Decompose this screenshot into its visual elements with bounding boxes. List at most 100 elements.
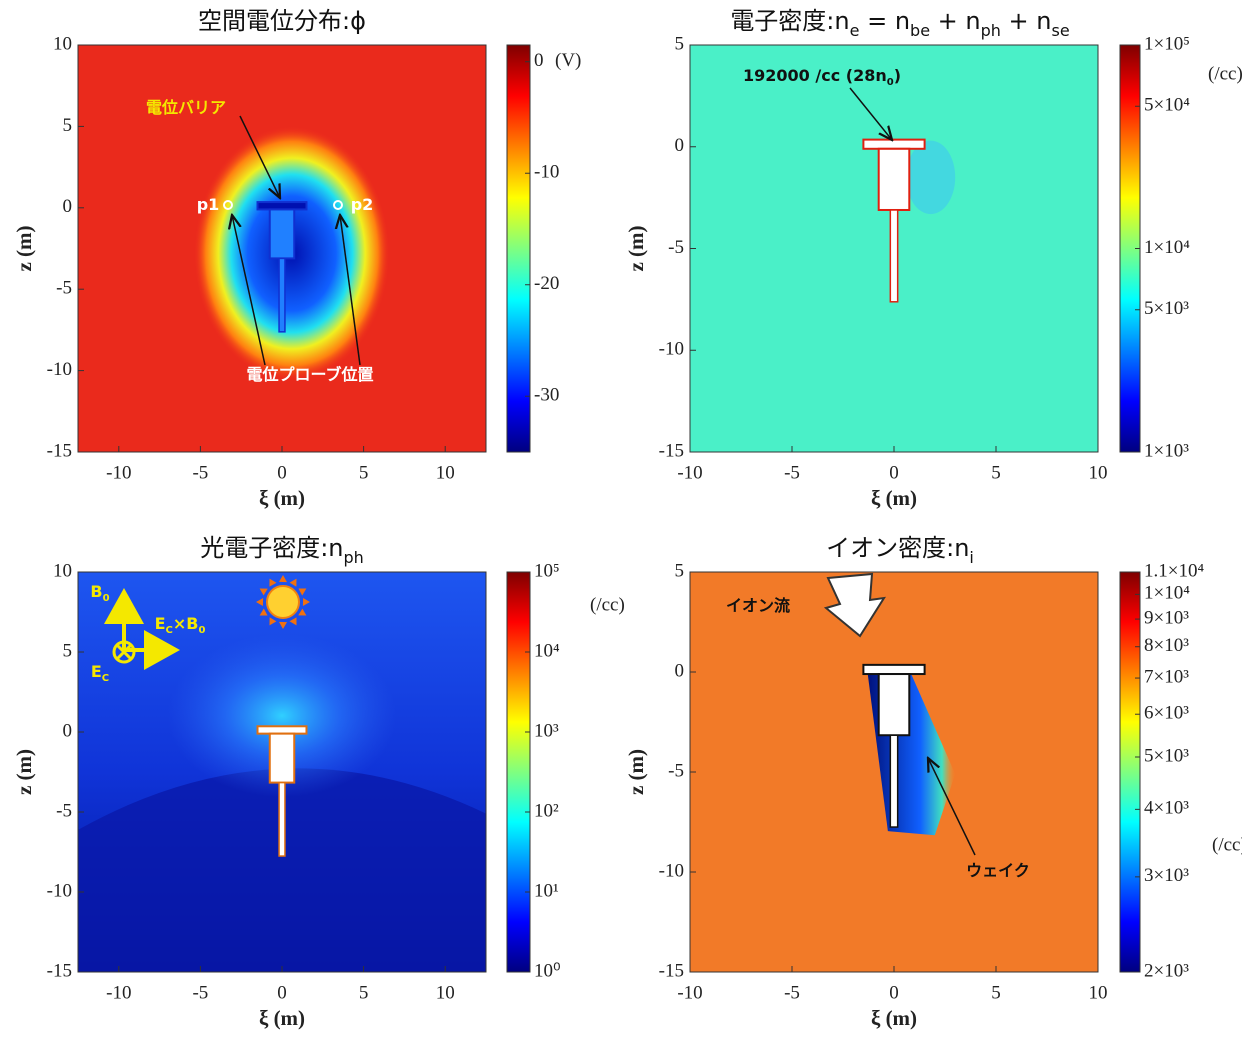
annotation-part: p1 <box>197 195 220 214</box>
colorbar-tick-label: 1×10⁴ <box>1144 583 1190 604</box>
y-tick-label: 5 <box>63 640 73 661</box>
x-tick-label: 0 <box>889 462 899 483</box>
annotation-part: E <box>155 614 166 633</box>
colorbar-tick-label: 5×10⁴ <box>1144 95 1190 116</box>
annotation: 192000 /cc (28n0) <box>743 66 901 88</box>
y-tick-label: 0 <box>675 135 685 156</box>
colorbar-tick-label: 8×10³ <box>1144 635 1189 656</box>
colorbar-tick-label: 9×10³ <box>1144 607 1189 628</box>
y-axis-label: z (m) <box>624 225 648 271</box>
annotation-part: ウェイク <box>966 861 1030 880</box>
colorbar-tick-label: 10² <box>534 800 559 821</box>
field-feature <box>906 141 955 214</box>
annotation-part: E <box>91 662 102 681</box>
x-tick-label: 0 <box>889 982 899 1003</box>
spacecraft-boom <box>890 735 897 827</box>
annotation: イオン流 <box>726 596 790 615</box>
y-tick-label: -15 <box>659 960 684 981</box>
chart-title-part: e <box>850 21 860 40</box>
x-tick-label: -10 <box>106 462 131 483</box>
spacecraft-body <box>270 209 294 258</box>
chart-title-part: 電子密度:n <box>730 7 849 35</box>
x-tick-label: 0 <box>277 982 287 1003</box>
chart-title-part: 空間電位分布:ϕ <box>198 7 366 35</box>
annotation-part: 0 <box>198 625 205 636</box>
figure: -10-505101050-5-10-15ξ (m)z (m)空間電位分布:ϕ0… <box>0 0 1242 1046</box>
y-tick-label: 0 <box>63 720 73 741</box>
spacecraft-plate <box>258 726 307 733</box>
colorbar-tick-label: 10⁴ <box>534 640 560 661</box>
spacecraft-body <box>270 734 294 783</box>
annotation-part: C <box>166 625 173 636</box>
chart-title-part: i <box>969 548 973 567</box>
x-tick-label: 5 <box>991 982 1001 1003</box>
colorbar <box>507 45 530 452</box>
colorbar-tick-label: 3×10³ <box>1144 865 1189 886</box>
y-tick-label: -10 <box>47 880 72 901</box>
annotation-part: 0 <box>103 593 110 604</box>
x-tick-label: 5 <box>991 462 1001 483</box>
x-axis-label: ξ (m) <box>871 486 917 510</box>
colorbar-tick-label: -20 <box>534 273 559 294</box>
y-axis-label: z (m) <box>624 749 648 795</box>
annotation: 電位プローブ位置 <box>246 365 373 384</box>
colorbar-unit: (/cc) <box>1208 63 1242 84</box>
chart-title: 電子密度:ne = nbe + nph + nse <box>730 7 1069 40</box>
chart-title: 空間電位分布:ϕ <box>198 7 366 35</box>
annotation: p1 <box>197 195 220 214</box>
x-axis-label: ξ (m) <box>259 486 305 510</box>
annotation-part: 0 <box>887 77 894 88</box>
x-tick-label: -10 <box>677 982 702 1003</box>
y-tick-label: -15 <box>659 440 684 461</box>
y-axis-label: z (m) <box>12 225 36 271</box>
annotation: 電位バリア <box>146 98 226 117</box>
y-tick-label: 10 <box>53 33 72 54</box>
colorbar-tick-label: 1×10⁴ <box>1144 237 1190 258</box>
y-tick-label: 0 <box>675 660 685 681</box>
y-tick-label: 5 <box>63 115 73 136</box>
x-tick-label: -5 <box>784 982 800 1003</box>
colorbar-tick-label: 1×10⁵ <box>1144 33 1190 54</box>
colorbar <box>507 572 530 972</box>
annotation: ウェイク <box>966 861 1030 880</box>
colorbar-tick-label: 10⁵ <box>534 560 560 581</box>
y-tick-label: -5 <box>668 760 684 781</box>
chart-title-part: + n <box>1001 7 1052 35</box>
y-tick-label: -5 <box>56 278 72 299</box>
y-tick-label: -15 <box>47 960 72 981</box>
annotation-part: p2 <box>351 195 374 214</box>
annotation-part: 電位バリア <box>146 98 226 117</box>
y-tick-label: -5 <box>668 237 684 258</box>
chart-title-part: イオン密度:n <box>826 534 969 562</box>
colorbar <box>1120 572 1140 972</box>
x-tick-label: 10 <box>436 462 455 483</box>
y-tick-label: 0 <box>63 196 73 217</box>
y-tick-label: -10 <box>659 860 684 881</box>
x-tick-label: 10 <box>1089 462 1108 483</box>
spacecraft-body <box>879 149 910 210</box>
colorbar-tick-label: -30 <box>534 385 559 406</box>
colorbar-unit: (/cc) <box>1212 834 1242 855</box>
chart-title-part: se <box>1051 21 1069 40</box>
x-axis-label: ξ (m) <box>871 1006 917 1030</box>
chart-title-part: ph <box>344 548 364 567</box>
chart-title: イオン密度:ni <box>826 534 974 567</box>
colorbar-tick-label: 0 <box>534 50 544 71</box>
colorbar-tick-label: 2×10³ <box>1144 960 1189 981</box>
annotation: p2 <box>351 195 374 214</box>
chart-title-part: = n <box>859 7 910 35</box>
x-tick-label: 0 <box>277 462 287 483</box>
chart-title-part: + n <box>930 7 981 35</box>
annotation-part: B <box>90 582 102 601</box>
colorbar-tick-label: 4×10³ <box>1144 798 1189 819</box>
chart-title-part: 光電子密度:n <box>200 534 343 562</box>
annotation: EC×B0 <box>155 614 206 636</box>
spacecraft-plate <box>863 665 924 674</box>
x-tick-label: 5 <box>359 982 369 1003</box>
spacecraft-boom <box>279 258 285 331</box>
x-tick-label: -10 <box>106 982 131 1003</box>
spacecraft-body <box>879 674 910 735</box>
colorbar-tick-label: 7×10³ <box>1144 666 1189 687</box>
annotation-part: 192000 /cc (28n <box>743 66 887 85</box>
spacecraft-plate <box>863 140 924 149</box>
